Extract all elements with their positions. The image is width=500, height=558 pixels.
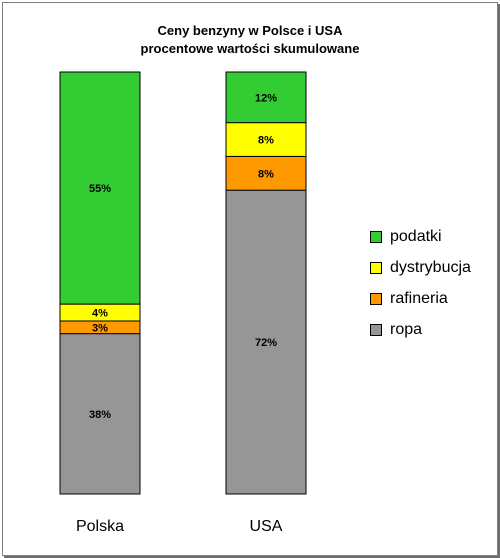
bar-usa-ropa: [225, 189, 307, 495]
data-label-polska-dystrybucja: 4%: [92, 308, 108, 320]
data-label-usa-podatki: 12%: [255, 92, 277, 104]
bar-usa-rafineria: [225, 155, 307, 191]
legend-item-dystrybucja: dystrybucja: [370, 252, 471, 283]
legend-label-rafineria: rafineria: [390, 289, 448, 307]
category-label-polska: Polska: [76, 518, 124, 535]
legend-item-ropa: ropa: [370, 314, 471, 345]
data-label-usa-rafineria: 8%: [258, 168, 274, 180]
bar-usa-dystrybucja: [225, 122, 307, 157]
legend-swatch-ropa: [370, 323, 382, 336]
category-label-usa: USA: [250, 518, 283, 535]
legend-item-podatki: podatki: [370, 221, 471, 252]
legend-label-ropa: ropa: [390, 320, 423, 338]
legend-swatch-dystrybucja: [370, 261, 382, 274]
legend-label-podatki: podatki: [390, 227, 442, 245]
bar-usa-podatki: [225, 71, 307, 124]
legend-label-dystrybucja: dystrybucja: [390, 258, 471, 276]
data-label-polska-podatki: 55%: [89, 183, 111, 195]
data-label-usa-dystrybucja: 8%: [258, 135, 274, 147]
chart-title-block: Ceny benzyny w Polsce i USA procentowe w…: [0, 22, 500, 58]
bar-polska-ropa: [59, 333, 141, 495]
chart-title: Ceny benzyny w Polsce i USA: [157, 23, 343, 38]
legend-swatch-rafineria: [370, 292, 382, 305]
data-label-polska-rafineria: 3%: [92, 322, 108, 334]
legend-item-rafineria: rafineria: [370, 283, 471, 314]
chart-subtitle: procentowe wartości skumulowane: [140, 41, 360, 56]
data-label-usa-ropa: 72%: [255, 337, 277, 349]
bar-polska-podatki: [59, 71, 141, 305]
legend-swatch-podatki: [370, 230, 382, 243]
data-label-polska-ropa: 38%: [89, 409, 111, 421]
legend: podatki dystrybucja rafineria ropa: [370, 221, 471, 345]
